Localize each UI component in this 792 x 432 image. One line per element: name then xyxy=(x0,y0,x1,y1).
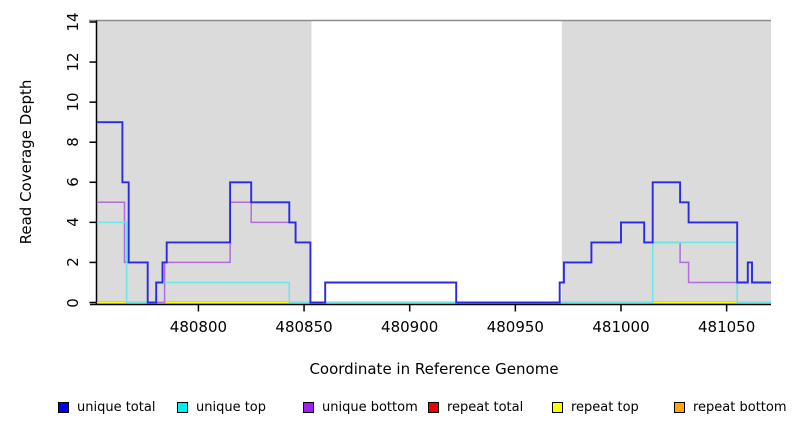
legend-item-repeat-top: repeat top xyxy=(552,400,639,415)
legend-item-unique-bottom: unique bottom xyxy=(303,400,418,415)
unique-top-swatch-icon xyxy=(177,402,188,413)
legend-label-unique-bottom: unique bottom xyxy=(322,400,418,415)
y-tick-label: 4 xyxy=(64,217,82,228)
repeat-top-swatch-icon xyxy=(552,402,563,413)
legend-label-unique-top: unique top xyxy=(196,400,267,415)
x-tick-label: 480800 xyxy=(169,318,228,336)
x-tick-label: 481050 xyxy=(697,318,756,336)
legend-label-unique-total: unique total xyxy=(77,400,156,415)
x-axis-label: Coordinate in Reference Genome xyxy=(309,360,559,378)
y-tick-label: 8 xyxy=(64,137,82,147)
unique-bottom-swatch-icon xyxy=(303,402,314,413)
y-tick-label: 14 xyxy=(64,12,82,32)
right-gray-band xyxy=(561,21,771,303)
legend-label-repeat-total: repeat total xyxy=(447,400,524,415)
unique-total-swatch-icon xyxy=(58,402,69,413)
y-tick-label: 12 xyxy=(64,52,82,72)
x-tick-label: 480900 xyxy=(381,318,439,336)
y-tick-label: 2 xyxy=(64,257,82,268)
y-tick-label: 10 xyxy=(64,92,82,112)
y-tick-label: 0 xyxy=(64,297,82,308)
y-tick-label: 6 xyxy=(64,177,82,188)
x-tick-label: 480950 xyxy=(486,318,544,336)
legend-item-repeat-total: repeat total xyxy=(428,400,523,415)
x-tick-label: 480850 xyxy=(275,318,333,336)
legend-item-unique-top: unique top xyxy=(177,400,266,415)
y-axis-label: Read Coverage Depth xyxy=(17,79,35,245)
series-unique-total xyxy=(97,121,771,304)
repeat-bottom-swatch-icon xyxy=(674,402,685,413)
legend-label-repeat-top: repeat top xyxy=(571,400,639,415)
x-tick-label: 481000 xyxy=(592,318,650,336)
legend-item-unique-total: unique total xyxy=(58,400,155,415)
repeat-total-swatch-icon xyxy=(428,402,439,413)
legend-label-repeat-bottom: repeat bottom xyxy=(693,400,787,415)
left-gray-band xyxy=(97,21,312,303)
legend-item-repeat-bottom: repeat bottom xyxy=(674,400,787,415)
